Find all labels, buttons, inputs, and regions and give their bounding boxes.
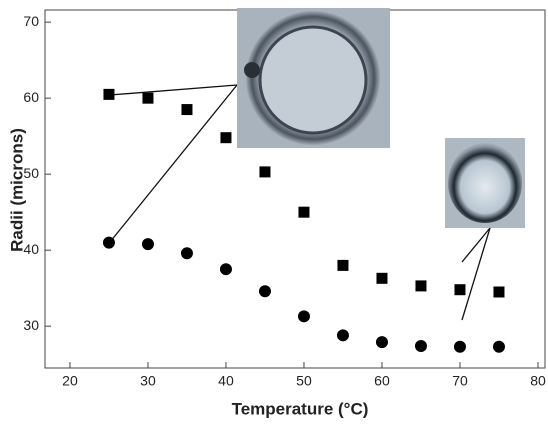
- point: [454, 284, 466, 296]
- point: [453, 340, 466, 353]
- y-axis-title: Radii (microns): [7, 128, 26, 252]
- point: [219, 263, 232, 276]
- y-tick-label: 50: [23, 165, 39, 181]
- point: [259, 166, 271, 178]
- point: [181, 104, 193, 116]
- y-tick-label: 40: [23, 241, 39, 257]
- point: [414, 339, 427, 352]
- point: [376, 272, 388, 284]
- x-tick-label: 50: [296, 373, 312, 389]
- point: [375, 336, 388, 349]
- x-tick-label: 30: [140, 373, 156, 389]
- point: [298, 206, 310, 218]
- x-tick-label: 20: [62, 373, 78, 389]
- x-tick-label: 80: [530, 373, 546, 389]
- point: [142, 92, 154, 104]
- point: [492, 340, 505, 353]
- point: [103, 88, 115, 100]
- y-tick-label: 60: [23, 89, 39, 105]
- point: [493, 286, 505, 298]
- x-tick-label: 60: [374, 373, 390, 389]
- x-tick-label: 40: [218, 373, 234, 389]
- y-tick-label: 30: [23, 317, 39, 333]
- point: [336, 329, 349, 342]
- point: [220, 132, 232, 144]
- connector: [109, 84, 238, 243]
- x-axis-title: Temperature (°C): [232, 399, 369, 418]
- point: [258, 285, 271, 298]
- point: [337, 259, 349, 271]
- connector: [461, 227, 491, 321]
- point: [180, 247, 193, 260]
- x-tick-label: 70: [452, 373, 468, 389]
- connector: [109, 84, 238, 96]
- inset-image: [445, 138, 525, 228]
- point: [415, 280, 427, 292]
- point: [102, 236, 115, 249]
- inset-image: [237, 8, 390, 148]
- y-tick-label: 70: [23, 13, 39, 29]
- connector: [461, 227, 491, 263]
- point: [141, 238, 154, 251]
- point: [297, 310, 310, 323]
